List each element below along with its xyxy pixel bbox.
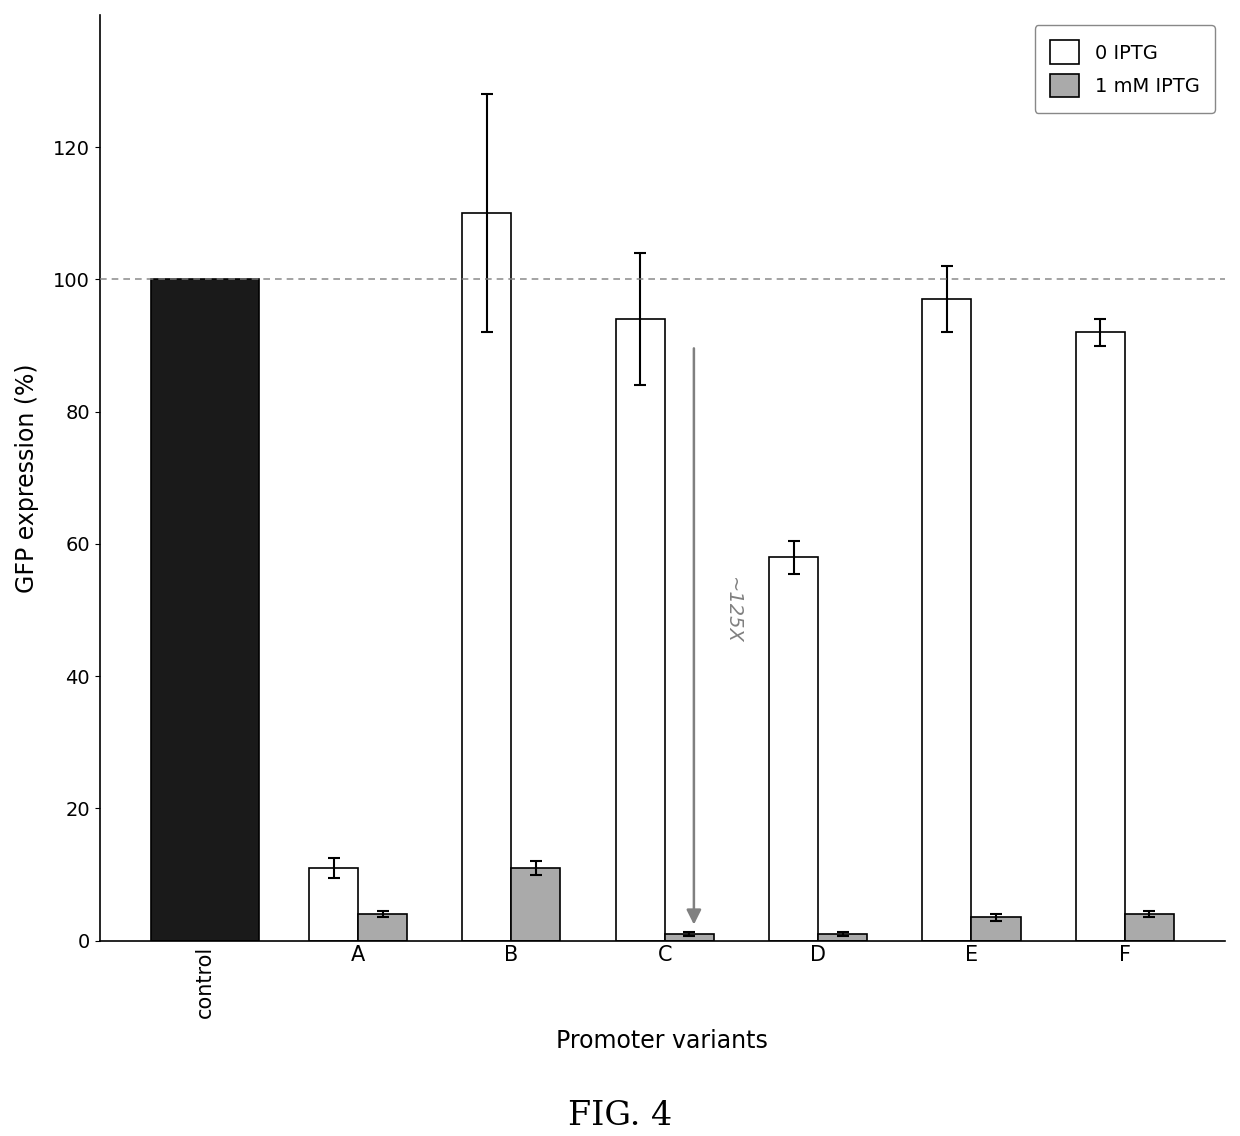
Bar <box>1076 333 1125 941</box>
Bar <box>151 279 259 941</box>
Bar <box>923 299 971 941</box>
Legend: 0 IPTG, 1 mM IPTG: 0 IPTG, 1 mM IPTG <box>1034 25 1215 112</box>
Text: FIG. 4: FIG. 4 <box>568 1100 672 1131</box>
Bar <box>1125 914 1174 941</box>
Bar <box>616 319 665 941</box>
Bar <box>971 918 1021 941</box>
Bar <box>309 868 358 941</box>
Bar <box>511 868 560 941</box>
X-axis label: Promoter variants: Promoter variants <box>557 1029 769 1053</box>
Y-axis label: GFP expression (%): GFP expression (%) <box>15 364 38 593</box>
Bar <box>769 557 818 941</box>
Bar <box>665 934 714 941</box>
Bar <box>463 214 511 941</box>
Bar <box>358 914 407 941</box>
Bar <box>818 934 867 941</box>
Text: ~125X: ~125X <box>723 577 742 643</box>
